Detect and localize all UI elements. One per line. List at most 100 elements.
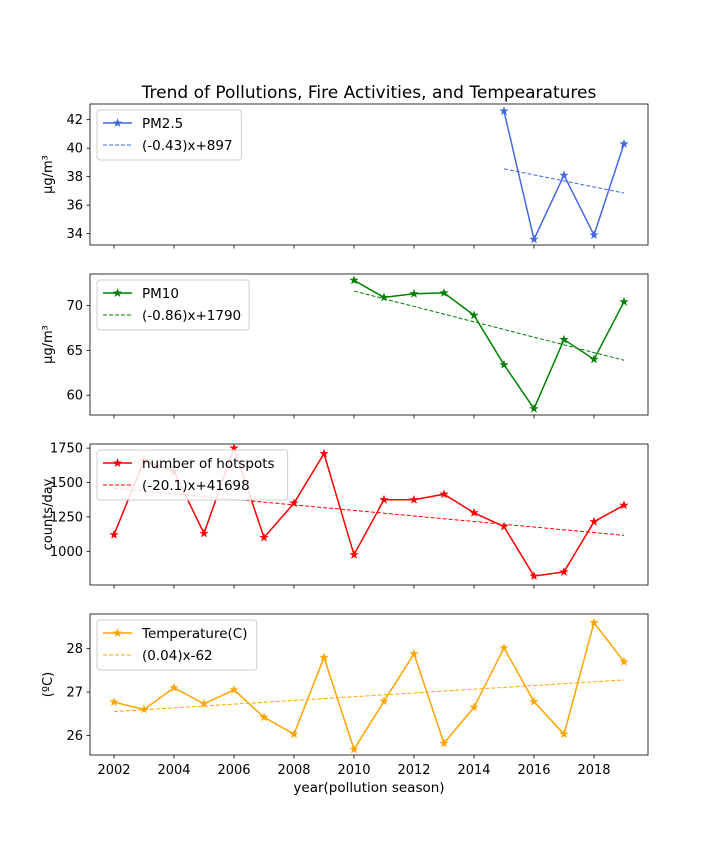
data-point (589, 516, 599, 526)
x-tick-label: 2018 (577, 763, 610, 778)
data-point (499, 106, 509, 116)
legend-label: PM2.5 (142, 116, 183, 132)
data-point (559, 567, 569, 576)
data-point (499, 521, 509, 531)
trend-line (113, 679, 625, 713)
legend-label: (-0.43)x+897 (142, 138, 233, 154)
data-point (439, 489, 449, 499)
x-tick-label: 2012 (397, 763, 430, 778)
legend[interactable]: PM2.5 (-0.43)x+897 (96, 109, 242, 161)
legend-label: number of hotspots (142, 456, 275, 472)
series-line (113, 445, 625, 577)
data-point (619, 500, 629, 510)
legend[interactable]: number of hotspots (-20.1)x+41698 (96, 449, 289, 501)
data-point (409, 648, 419, 658)
data-point (379, 494, 389, 504)
data-point (469, 310, 479, 320)
data-point (319, 652, 329, 662)
y-axis-label: μg/m³ (41, 325, 56, 364)
data-point (619, 296, 629, 306)
panel-4: 2002 2004 2006 2008 2010 2012 2014 2016 2018 26 27… (41, 613, 649, 778)
data-point (559, 170, 569, 180)
panel-1: 34 36 38 40 42 μg/m³ PM2.5 (-0.43)x+897 (41, 103, 649, 249)
data-point (589, 230, 599, 240)
x-tick-label: 2008 (277, 763, 310, 778)
y-axis-label: counts/day (41, 478, 56, 550)
y-tick-label: 34 (66, 227, 83, 242)
data-point (529, 571, 539, 581)
chart-title: Trend of Pollutions, Fire Activities, an… (141, 83, 597, 103)
data-point (259, 712, 269, 722)
legend-label: (-20.1)x+41698 (142, 478, 250, 494)
x-axis-label: year(pollution season) (293, 780, 444, 796)
legend-box (96, 619, 258, 671)
data-point (109, 529, 119, 539)
data-point (529, 403, 539, 413)
trend-line (503, 168, 625, 194)
panel-2: 60 65 70 μg/m³ PM10 (-0.86)x+1790 (41, 273, 649, 419)
series-line (353, 279, 625, 411)
data-point (589, 354, 599, 364)
y-tick-label: 1000 (50, 545, 83, 560)
data-point (169, 682, 179, 692)
y-tick-label: 1750 (50, 442, 83, 457)
legend-marker (112, 628, 123, 637)
legend-label: PM10 (142, 286, 179, 302)
legend-box (96, 109, 242, 161)
legend-marker (112, 288, 123, 297)
data-point (319, 448, 329, 458)
data-point (139, 704, 149, 714)
legend[interactable]: Temperature(C) (0.04)x-62 (96, 619, 258, 671)
legend-label: (0.04)x-62 (142, 648, 213, 664)
data-point (379, 696, 389, 706)
data-point (229, 685, 239, 694)
data-point (289, 729, 299, 739)
data-point (109, 697, 119, 707)
panel-3: 1000 1250 1500 1750 counts/day number of hots… (41, 442, 649, 589)
data-point (469, 507, 479, 517)
data-point (199, 528, 209, 538)
y-tick-label: 70 (66, 299, 83, 314)
y-tick-label: 26 (66, 729, 83, 744)
y-tick-label: 1250 (50, 510, 83, 525)
data-point (589, 617, 599, 627)
x-tick-label: 2016 (517, 763, 550, 778)
legend[interactable]: PM10 (-0.86)x+1790 (96, 279, 250, 331)
y-tick-label: 36 (66, 199, 83, 214)
data-point (499, 359, 509, 369)
axes-frame (89, 103, 649, 246)
data-point (259, 532, 269, 542)
y-tick-label: 1500 (50, 476, 83, 491)
data-point (349, 549, 359, 559)
series-line (113, 621, 625, 752)
data-point (409, 494, 419, 504)
axes-frame (89, 273, 649, 416)
data-point (439, 287, 449, 297)
trend-line (353, 290, 625, 361)
data-point (349, 744, 359, 754)
axes-frame (89, 443, 649, 586)
y-axis-label: μg/m³ (41, 155, 56, 194)
data-point (619, 138, 629, 148)
axes-frame (89, 613, 649, 756)
data-point (409, 288, 419, 298)
y-tick-label: 42 (66, 113, 83, 128)
data-point (619, 656, 629, 666)
y-tick-label: 38 (66, 170, 83, 185)
x-tick-label: 2010 (337, 763, 370, 778)
x-tick-label: 2002 (97, 763, 130, 778)
data-point (469, 702, 479, 712)
data-point (349, 275, 359, 285)
legend-marker (112, 118, 123, 127)
panels: 34 36 38 40 42 μg/m³ PM2.5 (-0.43)x+897 60 65 70 μg… (41, 103, 649, 778)
data-point (499, 642, 509, 652)
y-axis-label: (ºC) (41, 672, 56, 697)
y-tick-label: 27 (66, 686, 83, 701)
y-tick-label: 60 (66, 389, 83, 404)
data-point (529, 696, 539, 706)
x-tick-label: 2014 (457, 763, 490, 778)
y-tick-label: 28 (66, 642, 83, 657)
data-point (559, 334, 569, 344)
data-point (199, 698, 209, 708)
